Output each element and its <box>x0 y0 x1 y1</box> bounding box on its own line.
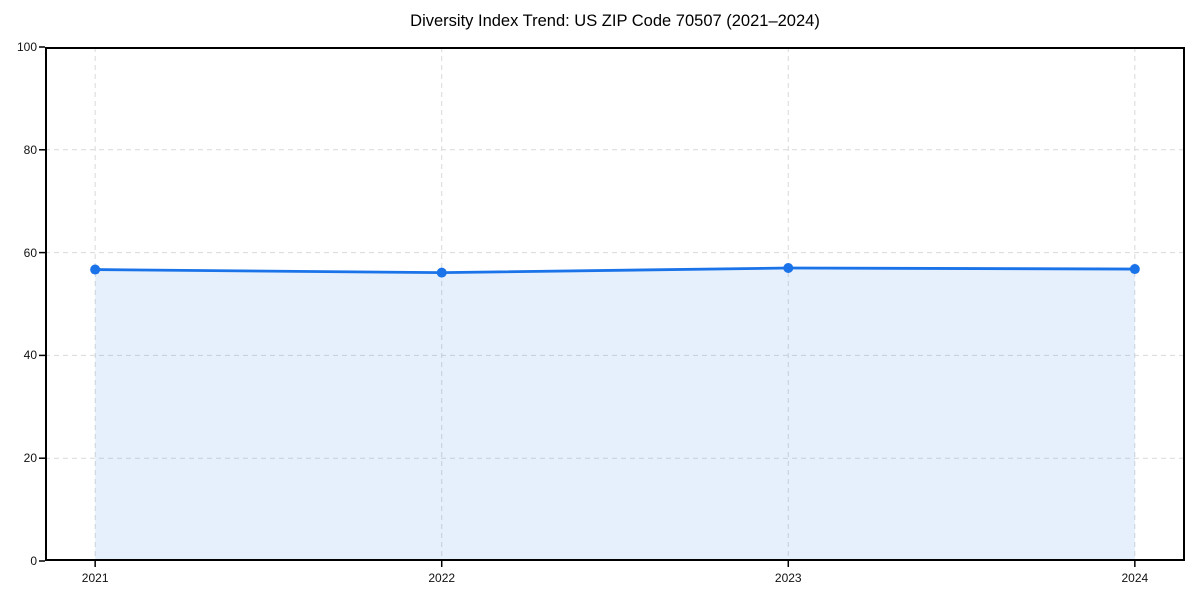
chart-title: Diversity Index Trend: US ZIP Code 70507… <box>410 12 820 30</box>
y-tick-label: 80 <box>23 142 37 157</box>
x-tick-label: 2024 <box>1121 571 1149 585</box>
data-point-marker <box>90 264 101 275</box>
y-tick-label: 40 <box>23 348 37 363</box>
trend-line <box>93 266 1137 275</box>
data-point-marker <box>783 263 794 274</box>
y-tick-label: 0 <box>30 554 37 568</box>
data-point-marker <box>436 267 447 278</box>
x-tick-label: 2022 <box>428 571 456 585</box>
x-tick-label: 2023 <box>774 571 802 585</box>
plot-area <box>39 46 1185 567</box>
x-tick-label: 2021 <box>81 571 109 585</box>
y-tick-label: 60 <box>23 245 37 260</box>
y-tick-label: 100 <box>16 40 37 54</box>
y-tick-label: 20 <box>23 451 37 466</box>
area-fill <box>95 268 1135 561</box>
axis-spines <box>45 47 1185 561</box>
data-point-marker <box>1129 264 1140 275</box>
